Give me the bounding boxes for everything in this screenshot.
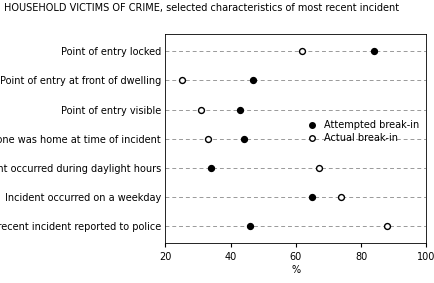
X-axis label: %: %: [291, 265, 299, 275]
Point: [197, 107, 204, 112]
Text: HOUSEHOLD VICTIMS OF CRIME, selected characteristics of most recent incident: HOUSEHOLD VICTIMS OF CRIME, selected cha…: [4, 3, 398, 13]
Point: [240, 136, 247, 141]
Point: [315, 166, 322, 170]
Point: [250, 78, 256, 83]
Point: [370, 49, 377, 54]
Point: [207, 166, 214, 170]
Point: [236, 107, 243, 112]
Point: [383, 224, 390, 228]
Point: [204, 136, 211, 141]
Point: [246, 224, 253, 228]
Point: [298, 49, 305, 54]
Point: [337, 195, 344, 199]
Legend: Attempted break-in, Actual break-in: Attempted break-in, Actual break-in: [299, 118, 421, 145]
Point: [308, 195, 315, 199]
Point: [178, 78, 185, 83]
